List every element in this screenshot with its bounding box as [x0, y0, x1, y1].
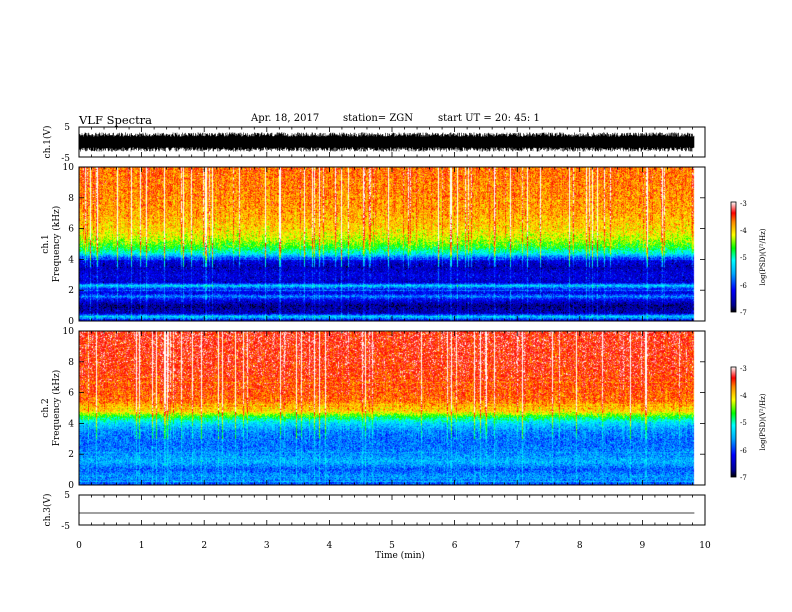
ch1-ytick-8: 8 — [68, 194, 74, 204]
ch1-waveform-ylabel: ch.1(V) — [42, 126, 53, 159]
ch3-waveform-ytick-top: 5 — [64, 491, 70, 501]
ch2-spectrogram-channel-label: ch.2 — [41, 398, 51, 417]
time-axis: 0 1 2 3 4 5 6 7 8 9 10 Time (min) — [76, 541, 711, 561]
ch1-colorbar-tick-m7: -7 — [740, 309, 747, 317]
ch1-waveform-ytick-top: 5 — [64, 123, 70, 133]
ch2-colorbar-tick-m3: -3 — [740, 365, 747, 373]
ch1-waveform-ticks — [78, 126, 706, 158]
ch2-colorbar-label: log(PSD)(V²/Hz) — [759, 393, 767, 450]
xtick-5: 5 — [389, 541, 395, 551]
ch1-spectrogram-yticklabels: 0 2 4 6 8 10 — [63, 163, 75, 327]
ch2-colorbar-tick-m4: -4 — [740, 392, 747, 400]
ch1-colorbar-label: log(PSD)(V²/Hz) — [759, 228, 767, 285]
ch2-ytick-10: 10 — [63, 327, 75, 337]
ch2-spectrogram-ticks — [78, 330, 706, 486]
ch1-spectrogram-channel-label: ch.1 — [41, 234, 51, 253]
xtick-2: 2 — [201, 541, 207, 551]
xtick-8: 8 — [577, 541, 583, 551]
ch1-ytick-4: 4 — [68, 255, 74, 265]
xtick-6: 6 — [452, 541, 458, 551]
ch2-colorbar-tick-m7: -7 — [740, 474, 747, 482]
ch1-ytick-2: 2 — [68, 286, 74, 296]
ch2-colorbar-tick-m6: -6 — [740, 447, 747, 455]
ch1-waveform-ytick-bottom: -5 — [61, 154, 70, 164]
xtick-10: 10 — [699, 541, 711, 551]
ch2-ytick-4: 4 — [68, 419, 74, 429]
ch1-spectrogram-panel: 0 2 4 6 8 10 ch.1 Frequency (kHz) -3 -4 … — [41, 163, 767, 327]
ch2-ytick-8: 8 — [68, 358, 74, 368]
xtick-0: 0 — [76, 541, 82, 551]
xtick-7: 7 — [514, 541, 520, 551]
ch1-colorbar-tick-m6: -6 — [740, 282, 747, 290]
ch1-spectrogram-ticks — [78, 166, 706, 322]
ch2-ytick-2: 2 — [68, 450, 74, 460]
xtick-9: 9 — [640, 541, 646, 551]
ch1-ytick-0: 0 — [68, 317, 74, 327]
station-label: station= ZGN — [343, 113, 414, 124]
ch1-colorbar-tick-m5: -5 — [740, 254, 747, 262]
figure-title: VLF Spectra — [79, 113, 153, 127]
ch1-colorbar — [730, 201, 737, 313]
ch2-ytick-6: 6 — [68, 389, 74, 399]
ch1-waveform-panel: 5 -5 ch.1(V) — [42, 123, 706, 164]
ch1-spectrogram-ylabel: Frequency (kHz) — [51, 206, 62, 283]
ch1-colorbar-tick-m3: -3 — [740, 200, 747, 208]
ch1-colorbar-ticklabels: -3 -4 -5 -6 -7 — [740, 200, 747, 317]
ch1-ytick-6: 6 — [68, 225, 74, 235]
ch2-ytick-0: 0 — [68, 481, 74, 491]
ch3-waveform-panel: 5 -5 ch.3(V) — [42, 491, 706, 532]
ch2-colorbar-ticklabels: -3 -4 -5 -6 -7 — [740, 365, 747, 482]
xtick-4: 4 — [327, 541, 333, 551]
ch2-spectrogram-yticklabels: 0 2 4 6 8 10 — [63, 327, 75, 491]
xaxis-label: Time (min) — [375, 550, 425, 561]
ch3-waveform-ylabel: ch.3(V) — [42, 494, 53, 527]
ch2-spectrogram-panel: 0 2 4 6 8 10 ch.2 Frequency (kHz) -3 -4 … — [41, 327, 767, 491]
ch3-waveform-ytick-bottom: -5 — [61, 522, 70, 532]
ch1-ytick-10: 10 — [63, 163, 75, 173]
start-time-label: start UT = 20: 45: 1 — [438, 113, 540, 124]
xtick-1: 1 — [139, 541, 145, 551]
ch2-colorbar — [730, 366, 737, 478]
date-label: Apr. 18, 2017 — [251, 113, 320, 124]
ch2-colorbar-tick-m5: -5 — [740, 419, 747, 427]
ch2-spectrogram-ylabel: Frequency (kHz) — [51, 370, 62, 447]
xtick-3: 3 — [264, 541, 270, 551]
ch2-spectrogram-heatmap — [79, 331, 705, 485]
ch1-spectrogram-heatmap — [79, 167, 705, 321]
ch3-waveform-ticks — [78, 494, 706, 526]
ch1-waveform-trace — [79, 132, 695, 152]
ch1-colorbar-tick-m4: -4 — [740, 227, 747, 235]
